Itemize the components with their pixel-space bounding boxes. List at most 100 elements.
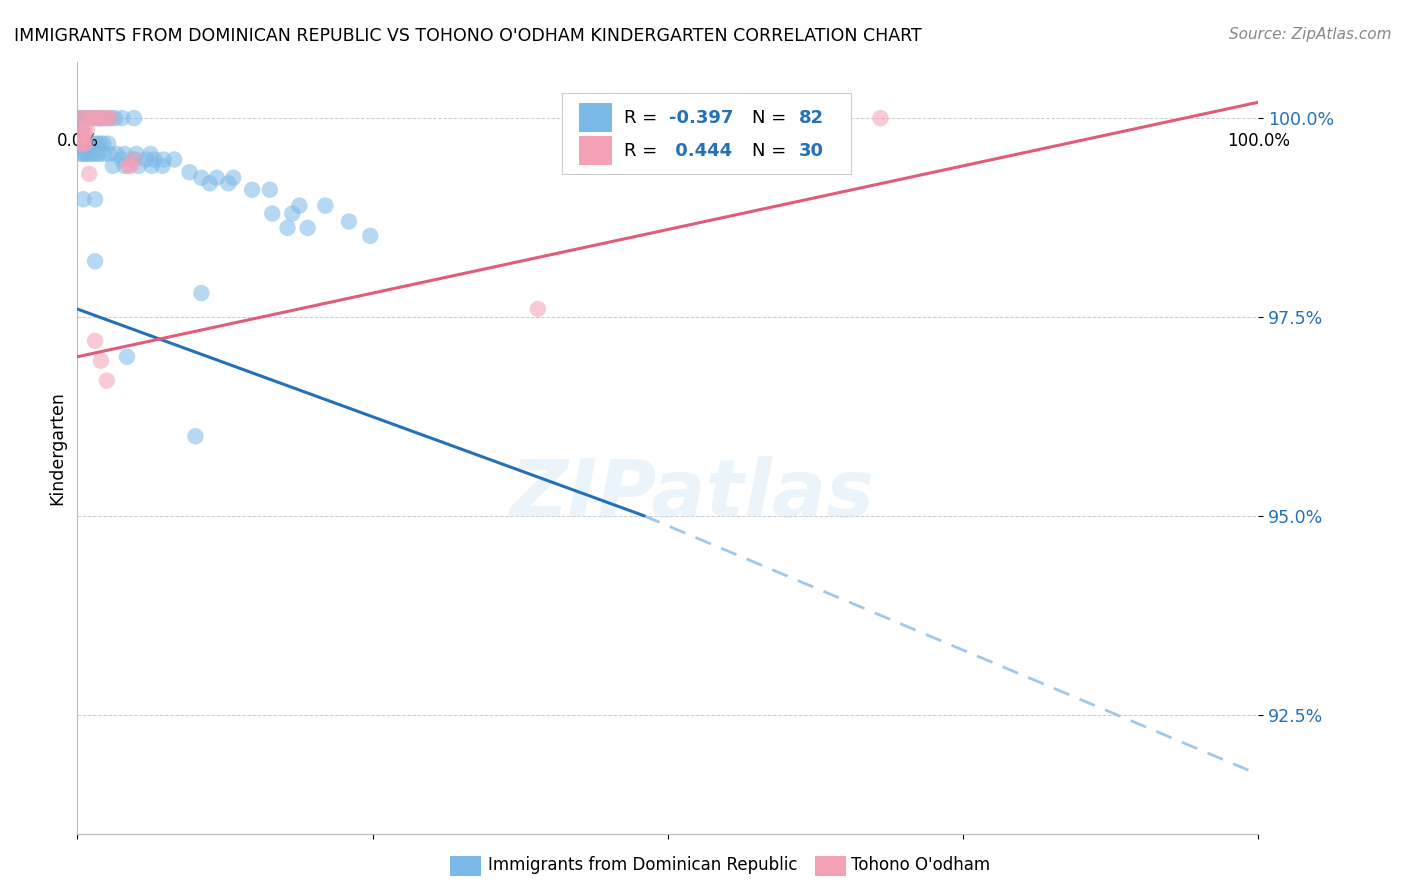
Point [117,159,139,173]
Point [73,111,96,125]
Point [91,147,114,161]
Point [75,136,97,151]
Point [114,147,136,161]
Point [179,165,201,179]
Point [82,136,104,151]
Point [135,153,157,167]
Point [97,136,120,151]
Point [96,111,118,125]
Point [122,153,145,167]
Point [72,136,94,151]
Point [184,429,207,443]
Point [337,214,360,228]
Point [527,301,550,316]
Bar [579,136,613,165]
Point [77,167,100,181]
Text: 0.444: 0.444 [669,142,733,160]
Point [89,136,111,151]
Point [70,131,93,145]
Point [72,192,94,206]
Point [101,159,124,173]
Point [139,147,162,161]
Point [190,286,212,301]
Point [100,111,122,125]
Point [69,136,91,151]
Point [89,111,111,125]
Y-axis label: Kindergarten: Kindergarten [48,392,66,505]
Point [115,350,138,364]
Point [90,111,112,125]
Text: 0.0%: 0.0% [56,132,98,150]
Text: 82: 82 [799,109,824,127]
Point [128,159,150,173]
Point [104,111,127,125]
Point [76,123,98,137]
Point [775,111,797,125]
Text: 100.0%: 100.0% [1227,132,1289,150]
FancyBboxPatch shape [561,94,851,174]
Point [163,153,186,167]
Point [70,136,93,151]
Point [240,183,263,197]
Text: Immigrants from Dominican Republic: Immigrants from Dominican Republic [488,856,797,874]
Point [100,111,122,125]
Point [222,170,245,185]
Point [70,123,93,137]
Point [70,111,93,125]
Point [190,170,212,185]
Point [122,153,145,167]
Point [259,183,281,197]
Point [72,147,94,161]
Text: -0.397: -0.397 [669,109,734,127]
Point [84,254,107,268]
Point [76,111,98,125]
Text: Source: ZipAtlas.com: Source: ZipAtlas.com [1229,27,1392,42]
Bar [579,103,613,132]
Point [70,123,93,137]
Point [277,220,299,235]
Point [73,123,96,137]
Point [143,153,166,167]
Point [150,159,173,173]
Point [70,147,93,161]
Point [82,111,104,125]
Text: R =: R = [624,109,664,127]
Text: N =: N = [752,142,792,160]
Point [111,111,134,125]
Point [73,136,96,151]
Point [76,136,98,151]
Point [84,334,107,348]
Point [96,111,118,125]
Point [77,111,100,125]
Point [72,131,94,145]
Point [82,111,104,125]
Point [77,111,100,125]
Point [141,159,163,173]
Text: N =: N = [752,109,792,127]
Point [69,123,91,137]
Point [105,147,128,161]
Point [152,153,174,167]
Point [122,111,145,125]
Point [96,374,118,388]
Point [262,206,284,220]
Point [114,159,136,173]
Point [84,136,107,151]
Point [869,111,891,125]
Text: Tohono O'odham: Tohono O'odham [851,856,990,874]
Text: R =: R = [624,142,664,160]
Point [198,177,221,191]
Point [205,170,228,185]
Point [70,136,93,151]
Text: 30: 30 [799,142,824,160]
Point [91,136,114,151]
Point [297,220,319,235]
Point [75,147,97,161]
Point [90,353,112,368]
Point [314,199,336,213]
Point [73,131,96,145]
Point [77,147,100,161]
Text: ZIPatlas: ZIPatlas [509,456,875,533]
Point [80,147,103,161]
Point [87,147,110,161]
